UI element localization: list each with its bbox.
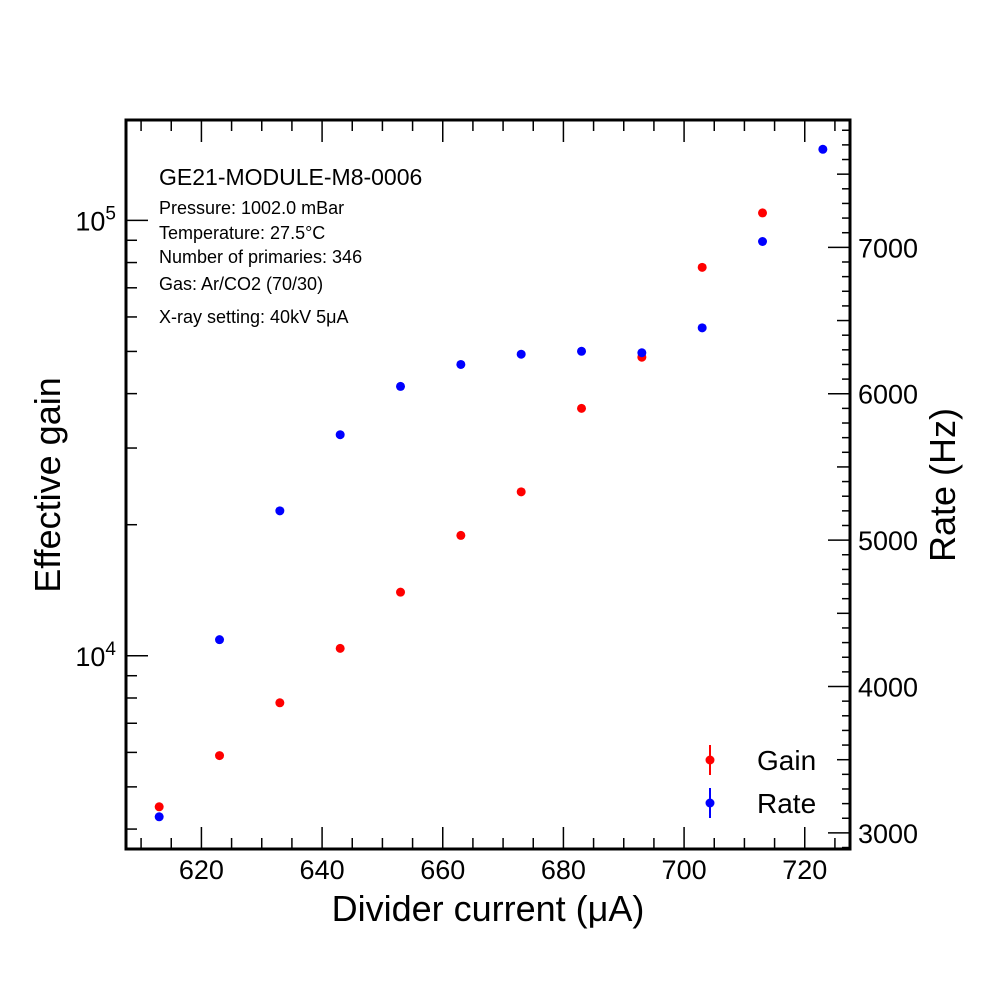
gain-point: [396, 587, 406, 597]
y-right-tick-label: 6000: [858, 380, 918, 410]
rate-point: [818, 144, 828, 154]
rate-point: [637, 348, 647, 358]
y-right-tick-label: 3000: [858, 819, 918, 849]
gain-point: [335, 643, 345, 653]
rate-point: [697, 323, 707, 333]
rate-point: [154, 812, 164, 822]
annotation-block: GE21-MODULE-M8-0006 Pressure: 1002.0 mBa…: [159, 164, 422, 327]
x-tick-label: 700: [662, 855, 707, 885]
legend: Gain Rate: [705, 745, 816, 819]
gain-point: [275, 698, 285, 708]
annotation-xray: X-ray setting: 40kV 5μA: [159, 307, 348, 327]
legend-gain-label: Gain: [757, 745, 816, 776]
rate-point: [275, 506, 285, 516]
y-left-axis-title: Effective gain: [27, 377, 68, 592]
gain-point: [758, 208, 768, 218]
tick-marks: [126, 120, 850, 849]
plot-frame: [124, 118, 852, 851]
y-right-tick-label: 5000: [858, 526, 918, 556]
rate-point: [215, 635, 225, 645]
legend-gain-marker: [705, 755, 715, 765]
x-tick-label: 640: [300, 855, 345, 885]
gain-point: [215, 751, 225, 761]
rate-point: [456, 359, 466, 369]
gain-point: [577, 403, 587, 413]
rate-point: [396, 381, 406, 391]
y-left-tick-label: 104: [75, 639, 116, 672]
legend-rate-label: Rate: [757, 788, 816, 819]
x-tick-label: 720: [782, 855, 827, 885]
annotation-primaries: Number of primaries: 346: [159, 247, 362, 267]
y-right-tick-label: 7000: [858, 233, 918, 263]
rate-point: [516, 349, 526, 359]
gain-point: [456, 530, 466, 540]
data-points: [154, 144, 828, 822]
y-right-axis-title: Rate (Hz): [922, 408, 963, 562]
rate-point: [758, 237, 768, 246]
rate-point: [577, 346, 587, 356]
annotation-title: GE21-MODULE-M8-0006: [159, 164, 422, 190]
y-right-tick-label: 4000: [858, 673, 918, 703]
x-tick-label: 660: [420, 855, 465, 885]
tick-labels: 620 640 660 680 700 720 104 105 3000 4000 5000 6000…: [75, 203, 918, 885]
annotation-gas: Gas: Ar/CO2 (70/30): [159, 274, 323, 294]
gain-point: [697, 262, 707, 272]
x-tick-label: 620: [179, 855, 224, 885]
rate-point: [335, 430, 345, 440]
annotation-temperature: Temperature: 27.5°C: [159, 223, 325, 243]
gain-point: [154, 802, 164, 812]
y-left-tick-label: 105: [75, 203, 116, 236]
annotation-pressure: Pressure: 1002.0 mBar: [159, 198, 344, 218]
gain-point: [516, 487, 526, 497]
x-tick-label: 680: [541, 855, 586, 885]
x-axis-title: Divider current (μA): [332, 888, 645, 929]
legend-rate-marker: [705, 798, 715, 808]
